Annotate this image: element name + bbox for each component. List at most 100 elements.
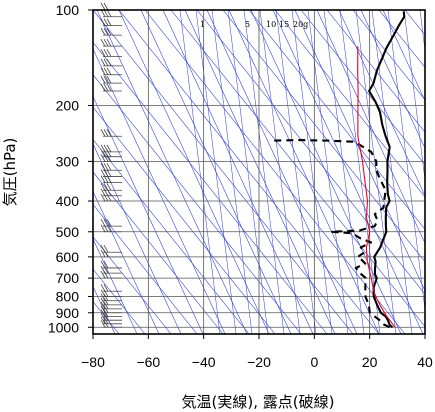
bg-moist-adiabat-line: [404, 10, 425, 36]
mixing-ratio-label: 5: [245, 20, 250, 29]
bg-adiabat-line: [93, 190, 160, 334]
bg-moist-adiabat-line: [144, 10, 406, 334]
wind-barb: [100, 67, 122, 76]
mixing-ratio-label: 1: [200, 20, 205, 29]
wind-barb: [100, 154, 122, 162]
wind-barb-flag: [103, 58, 109, 67]
bg-adiabat-line: [228, 10, 380, 334]
wind-barb-flag: [103, 218, 109, 227]
wind-barb-flag: [106, 183, 112, 191]
x-tick-label: 40: [417, 354, 433, 370]
y-tick-label: 800: [56, 289, 80, 305]
x-tick-label: −20: [247, 354, 271, 370]
dewpoint-line: [270, 139, 391, 329]
wind-barb-flag: [100, 49, 106, 57]
wind-barb: [100, 18, 122, 27]
bg-moist-adiabat-line: [93, 171, 224, 334]
y-tick-label: 1000: [48, 319, 79, 335]
wind-barb-flag: [103, 75, 109, 84]
wind-barb-flag: [100, 38, 106, 47]
wind-barb-flag: [100, 245, 106, 253]
bg-adiabat-line: [338, 10, 425, 197]
wind-barb-flag: [100, 188, 106, 196]
wind-barb: [100, 75, 122, 84]
bg-moist-adiabat-line: [352, 10, 425, 101]
wind-barb-flag: [103, 129, 109, 137]
wind-barb-flag: [100, 284, 106, 292]
wind-barb-flag: [100, 58, 106, 67]
bg-moist-adiabat-line: [93, 139, 250, 334]
bg-mixing-ratio-line: [211, 10, 253, 334]
wind-barb: [100, 260, 122, 269]
y-tick-label: 900: [56, 305, 80, 321]
wind-barb-flag: [103, 83, 109, 92]
bg-mixing-ratio-line: [339, 10, 381, 334]
bg-moist-adiabat-line: [248, 10, 425, 230]
bg-adiabat-line: [93, 95, 204, 334]
wind-barb-flag: [100, 2, 106, 11]
bg-moist-adiabat-line: [93, 106, 276, 334]
mixing-ratio-label: 20g: [293, 20, 308, 29]
wind-barb-flag: [100, 183, 106, 191]
bg-moist-adiabat-line: [300, 10, 425, 165]
bg-mixing-ratio-line: [275, 10, 317, 334]
wind-barb-flag: [100, 27, 106, 36]
wind-barb-flag: [100, 249, 106, 258]
wind-barb: [100, 2, 122, 11]
wind-barb-flag: [106, 218, 112, 227]
wind-barb: [100, 9, 122, 18]
wind-barb-flag: [103, 245, 109, 253]
y-tick-label: 700: [56, 270, 80, 286]
bg-adiabat-line: [184, 10, 336, 334]
wind-barb-flag: [106, 38, 112, 47]
wind-barb: [100, 183, 122, 191]
wind-barb: [100, 58, 122, 67]
wind-barb-flag: [103, 18, 109, 26]
wind-barb-flag: [106, 58, 112, 67]
wind-barb: [100, 218, 122, 227]
wind-barb-flag: [103, 9, 109, 17]
wind-barb-flag: [103, 49, 109, 57]
bg-moist-adiabat-line: [274, 10, 425, 198]
y-tick-label: 600: [56, 249, 80, 265]
bg-moist-adiabat-line: [93, 10, 354, 334]
wind-barb-flag: [103, 169, 109, 177]
wind-barb-flag: [100, 163, 106, 171]
bg-mixing-ratio-line: [227, 10, 269, 334]
wind-barb-flag: [103, 260, 109, 269]
wind-barb-flag: [103, 144, 109, 153]
wind-barb: [100, 245, 122, 253]
x-tick-label: 0: [310, 354, 318, 370]
wind-barb-flag: [103, 2, 109, 11]
wind-barb-flag: [100, 83, 106, 92]
x-tick-label: 20: [362, 354, 378, 370]
wind-barb-flag: [106, 27, 112, 36]
wind-barb-flag: [100, 224, 106, 232]
mixing-ratio-label: 10: [266, 20, 276, 29]
bg-mixing-ratio-line: [243, 10, 285, 334]
parcel-line: [357, 46, 396, 328]
x-tick-label: −80: [81, 354, 105, 370]
wind-barb-flag: [103, 284, 109, 292]
wind-barb: [100, 27, 122, 36]
bg-mixing-ratio-line: [323, 10, 365, 334]
wind-barb: [100, 38, 122, 47]
wind-barb-flag: [100, 144, 106, 153]
wind-barb-flag: [100, 129, 106, 137]
x-tick-label: −60: [136, 354, 160, 370]
bg-adiabat-line: [93, 48, 226, 334]
wind-barb-flag: [106, 49, 112, 57]
wind-barb-flag: [106, 129, 112, 137]
wind-barb-flag: [100, 18, 106, 26]
mixing-ratio-label: 15: [279, 20, 289, 29]
bg-adiabat-line: [162, 10, 314, 334]
bg-moist-adiabat-line: [170, 10, 425, 327]
wind-barb-flag: [100, 75, 106, 84]
wind-barb: [100, 144, 122, 153]
wind-barb-flag: [100, 193, 106, 202]
wind-barb: [100, 297, 122, 306]
bg-moist-adiabat-line: [93, 268, 146, 334]
wind-barb-flag: [100, 154, 106, 162]
bg-moist-adiabat-line: [93, 74, 302, 334]
